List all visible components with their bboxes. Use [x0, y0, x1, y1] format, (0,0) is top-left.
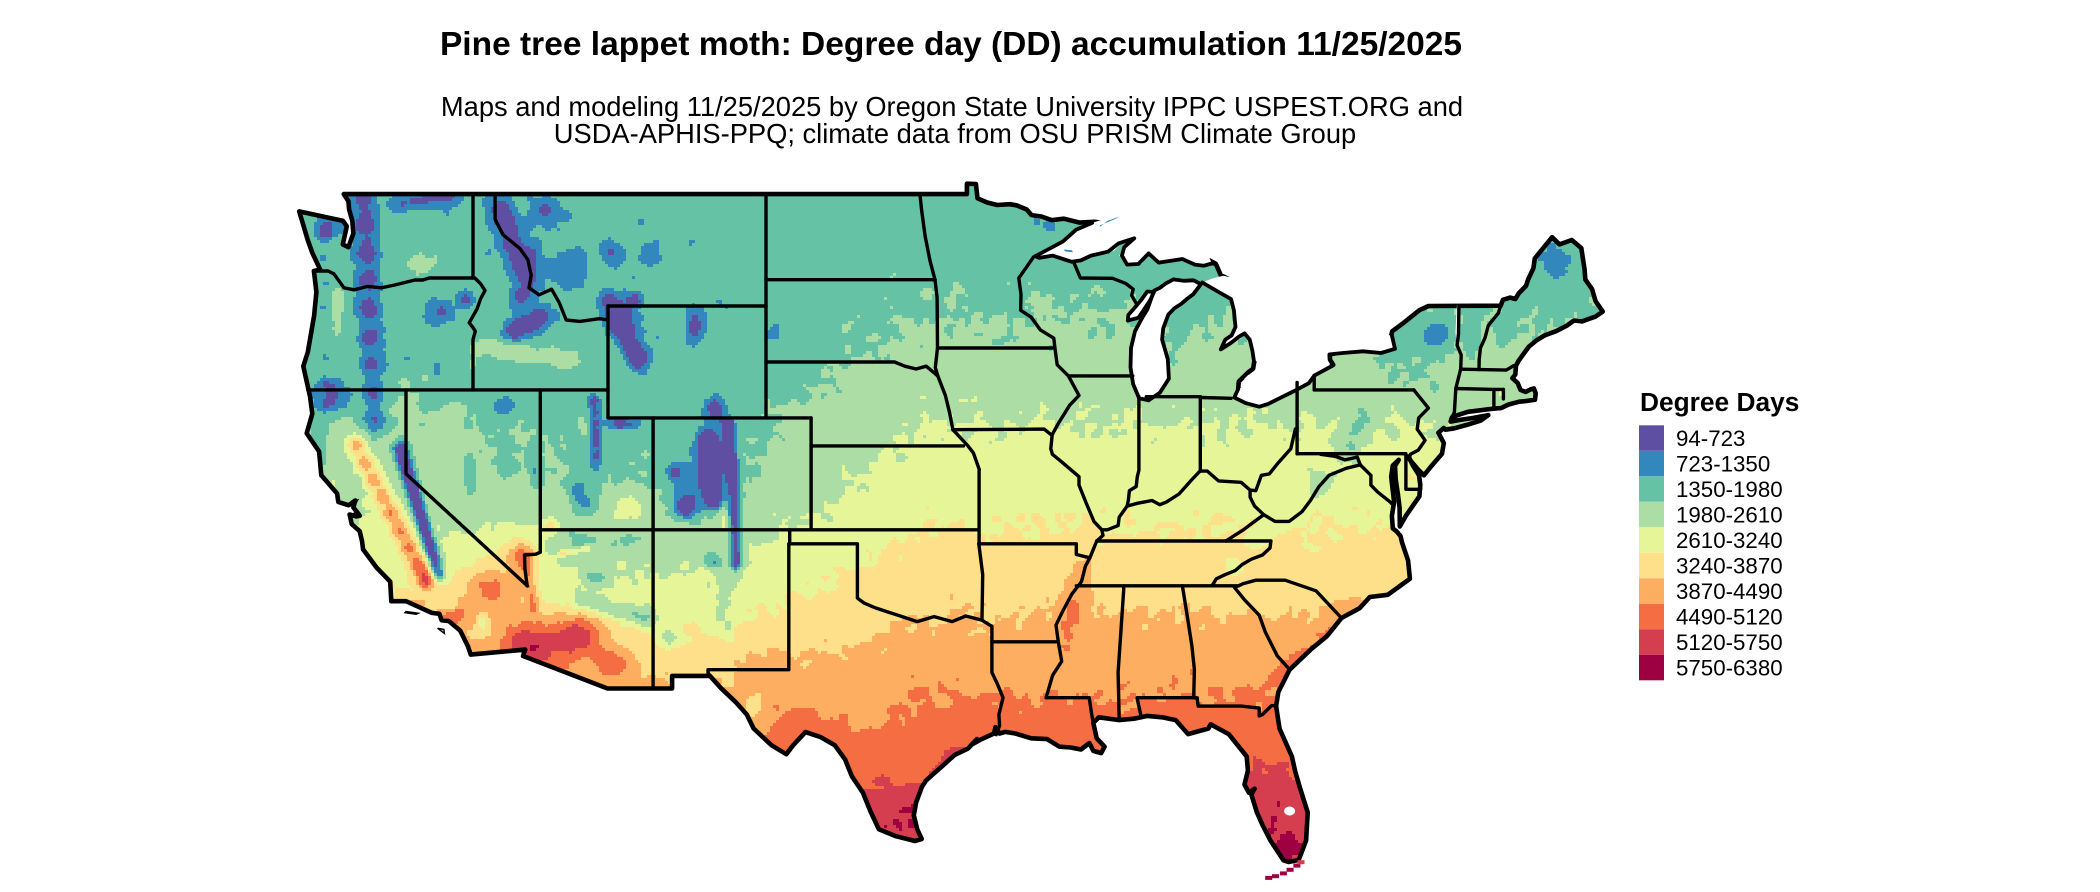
svg-text:4490-5120: 4490-5120: [1676, 604, 1783, 629]
svg-text:94-723: 94-723: [1676, 426, 1745, 451]
svg-text:723-1350: 723-1350: [1676, 451, 1770, 476]
svg-text:3870-4490: 3870-4490: [1676, 579, 1783, 604]
svg-text:1980-2610: 1980-2610: [1676, 502, 1783, 527]
svg-text:2610-3240: 2610-3240: [1676, 528, 1783, 553]
svg-text:Pine tree lappet moth: Degree: Pine tree lappet moth: Degree day (DD) a…: [440, 26, 1462, 63]
svg-text:1350-1980: 1350-1980: [1676, 477, 1783, 502]
svg-text:5120-5750: 5120-5750: [1676, 630, 1783, 655]
svg-text:Degree Days: Degree Days: [1640, 387, 1799, 417]
svg-text:5750-6380: 5750-6380: [1676, 655, 1783, 680]
svg-text:3240-3870: 3240-3870: [1676, 553, 1783, 578]
svg-text:USDA-APHIS-PPQ; climate data f: USDA-APHIS-PPQ; climate data from OSU PR…: [554, 118, 1356, 149]
svg-text:Maps and modeling 11/25/2025 b: Maps and modeling 11/25/2025 by Oregon S…: [441, 91, 1463, 122]
